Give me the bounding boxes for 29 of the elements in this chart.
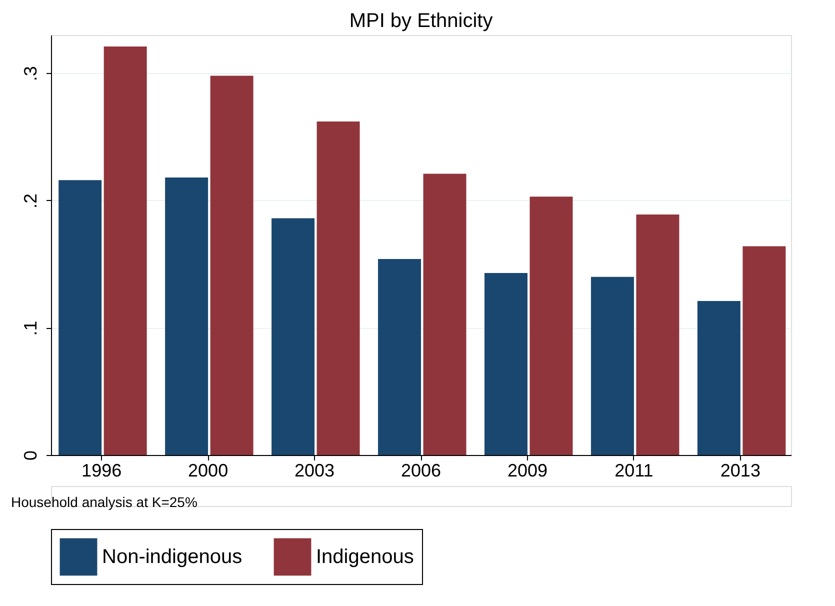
bar	[423, 174, 466, 455]
x-tick-label: 2003	[294, 460, 335, 480]
bar	[590, 276, 634, 455]
x-tick-label: 2006	[400, 460, 442, 480]
bar	[272, 218, 315, 455]
bar	[58, 180, 102, 455]
text: Household analysis at K=25%	[11, 494, 198, 510]
x-tick-label: 1996	[82, 460, 122, 480]
chart-title: MPI by Ethnicity	[349, 10, 493, 32]
bar	[378, 259, 421, 455]
bar	[104, 46, 147, 455]
legend-label: Indigenous	[316, 546, 414, 568]
x-tick-label: 2011	[614, 460, 654, 480]
y-tick-label: .1	[20, 320, 40, 336]
bar	[530, 196, 573, 455]
x-tick-label: 2000	[188, 460, 228, 480]
bar	[484, 273, 528, 455]
y-tick-label: .2	[20, 193, 40, 208]
bar	[697, 301, 740, 455]
x-tick-label: 2009	[507, 460, 548, 480]
y-tick-label: .3	[20, 66, 40, 82]
bar	[210, 76, 254, 455]
y-tick-label: 0	[20, 450, 40, 461]
bar	[165, 178, 208, 455]
bar	[742, 246, 786, 455]
x-tick-label: 2013	[720, 460, 760, 480]
bar	[316, 122, 360, 455]
legend-label: Non-indigenous	[102, 546, 242, 568]
bar	[636, 214, 680, 455]
